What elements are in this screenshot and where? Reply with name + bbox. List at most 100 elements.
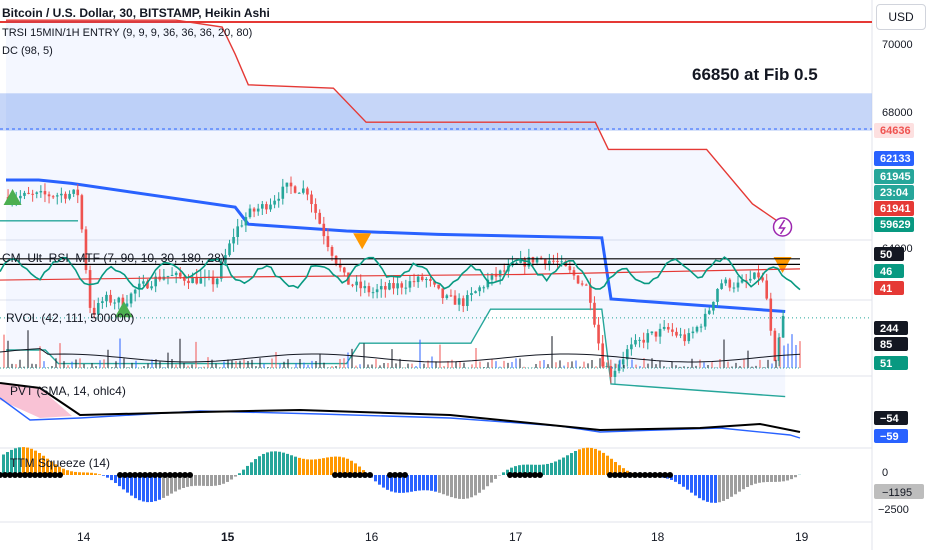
ttm-histogram-bar (2, 454, 5, 475)
candle-body (396, 283, 399, 289)
candle-body (359, 281, 363, 289)
ttm-histogram-bar (54, 464, 57, 475)
candle-body (613, 370, 617, 377)
price-label-box (874, 123, 914, 138)
ttm-histogram-bar (74, 471, 77, 475)
lightning-icon (772, 217, 793, 237)
ttm-pane-title: TTM Squeeze (14) (10, 456, 110, 470)
candle-body (273, 200, 276, 205)
indicator-trsi-label: TRSI 15MIN/1H ENTRY (9, 9, 9, 36, 36, 36… (2, 27, 252, 39)
candle-body (76, 189, 80, 196)
ttm-histogram-bar (386, 475, 389, 490)
candle-body (777, 337, 781, 361)
candle-body (23, 192, 26, 196)
ttm-histogram-bar (82, 472, 85, 475)
candle-body (765, 280, 768, 299)
candle-body (302, 188, 305, 193)
ttm-histogram-bar (326, 457, 329, 475)
candle-body (375, 289, 379, 293)
candle-body (515, 262, 518, 264)
rvol-value: 244 (880, 323, 899, 335)
candle-body (556, 261, 559, 263)
candle-body (314, 204, 317, 213)
price-axis-tick: 70000 (882, 39, 913, 51)
candle-body (322, 223, 326, 237)
ttm-histogram-bar (258, 456, 261, 475)
ttm-histogram-bar (206, 475, 209, 487)
candle-body (261, 204, 264, 209)
ttm-histogram-bar (290, 455, 293, 475)
ttm-histogram-bar (198, 475, 201, 486)
ttm-histogram-bar (546, 463, 549, 475)
candle-body (630, 344, 633, 350)
ttm-histogram-bar (794, 475, 797, 478)
ttm-histogram-bar (234, 475, 237, 477)
candle-body (687, 333, 691, 342)
candle-body (437, 284, 440, 289)
ttm-squeeze-dot (122, 472, 128, 478)
ttm-squeeze-dot (517, 472, 523, 478)
ttm-histogram-bar (202, 475, 205, 486)
currency-button[interactable]: USD (876, 4, 926, 30)
ttm-histogram-bar (238, 473, 241, 475)
ttm-histogram-bar (762, 475, 765, 483)
candle-body (113, 302, 116, 304)
ttm-histogram-bar (618, 465, 621, 475)
ttm-histogram-bar (282, 452, 285, 475)
candle-body (605, 366, 609, 368)
candle-body (773, 330, 777, 361)
ttm-histogram-bar (102, 475, 105, 476)
ttm-histogram-bar (218, 475, 221, 486)
ttm-squeeze-dot (662, 472, 668, 478)
ttm-histogram-bar (766, 475, 769, 482)
rsi-value-box (874, 247, 904, 261)
candle-body (269, 204, 272, 210)
ttm-histogram-bar (86, 472, 89, 475)
ttm-histogram-bar (434, 475, 437, 492)
candle-body (117, 297, 121, 303)
ttm-histogram-bar (186, 475, 189, 487)
ttm-histogram-bar (222, 475, 225, 484)
rvol-value-box (874, 356, 908, 370)
rvol-value-box (874, 337, 908, 351)
candle-body (564, 261, 568, 267)
ttm-histogram-bar (682, 475, 685, 487)
candle-body (732, 287, 736, 289)
buy-signal-triangle (3, 189, 22, 205)
ttm-squeeze-dot (362, 472, 368, 478)
candle-body (19, 195, 22, 199)
candle-body (560, 261, 563, 263)
candle-body (150, 286, 153, 289)
candle-body (453, 295, 457, 305)
ttm-squeeze-dot (147, 472, 153, 478)
ttm-histogram-bar (442, 475, 445, 495)
ttm-histogram-bar (210, 475, 213, 487)
ttm-histogram-bar (138, 475, 141, 501)
candle-body (601, 343, 604, 367)
pvt-value-box (874, 411, 908, 425)
candle-body (219, 263, 223, 279)
ttm-histogram-bar (542, 464, 545, 475)
ttm-histogram-bar (614, 462, 617, 475)
ttm-histogram-bar (410, 475, 413, 492)
candle-body (68, 193, 71, 199)
candle-body (326, 236, 330, 247)
candle-body (285, 182, 289, 187)
pvt-value: −59 (880, 431, 899, 443)
ttm-squeeze-dot (37, 472, 43, 478)
rvol-value: 85 (880, 339, 892, 351)
ttm-histogram-bar (450, 475, 453, 498)
candle-body (646, 333, 650, 343)
ttm-squeeze-dot (397, 472, 403, 478)
ttm-histogram-bar (610, 458, 613, 475)
ttm-histogram-bar (522, 464, 525, 475)
pvt-line (0, 382, 801, 433)
price-label-box (874, 217, 914, 232)
ttm-histogram-bar (398, 475, 401, 493)
candle-body (658, 328, 662, 337)
rsi-value-box (874, 264, 904, 278)
ttm-histogram-bar (246, 465, 249, 475)
ttm-histogram-bar (278, 451, 281, 475)
ttm-histogram-bar (534, 464, 537, 475)
